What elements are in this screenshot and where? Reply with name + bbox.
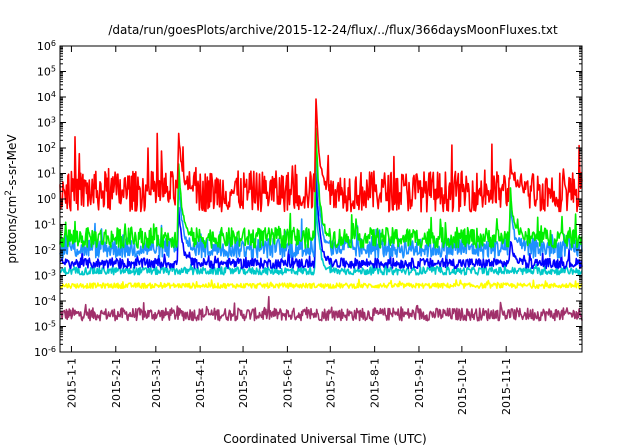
- y-tick-base: 10: [34, 295, 48, 308]
- y-tick-base: 10: [37, 117, 51, 130]
- series-line: [59, 278, 583, 290]
- series-line: [59, 98, 583, 213]
- y-tick-label: 105: [37, 64, 56, 79]
- y-tick-base: 10: [37, 91, 51, 104]
- y-label-superscript: 2: [4, 190, 14, 196]
- y-tick-label: 102: [37, 141, 56, 156]
- y-tick-label: 10-1: [34, 217, 56, 232]
- y-axis-label: protons/cm2-s-sr-MeV: [4, 134, 19, 264]
- x-axis-label: Coordinated Universal Time (UTC): [223, 432, 426, 446]
- x-tick-label: 2015-8-1: [369, 358, 382, 408]
- y-tick-exp: -6: [48, 345, 56, 354]
- plot-frame: [59, 45, 583, 353]
- y-tick-exp: -1: [48, 217, 56, 226]
- y-label-rest: -s-sr-MeV: [5, 134, 19, 190]
- series-line: [59, 172, 583, 270]
- x-tick-label: 2015-1-1: [65, 358, 78, 408]
- x-tick-label: 2015-3-1: [150, 358, 163, 408]
- y-tick-exp: 6: [51, 39, 56, 48]
- y-tick-label: 10-5: [34, 319, 56, 334]
- y-tick-exp: 3: [51, 115, 56, 124]
- series-line: [59, 127, 583, 249]
- y-tick-base: 10: [34, 244, 48, 257]
- x-tick-label: 2015-9-1: [413, 358, 426, 408]
- series-line: [59, 295, 583, 322]
- y-tick-exp: -5: [48, 319, 56, 328]
- y-tick-exp: 0: [51, 192, 56, 201]
- x-tick-label: 2015-11-1: [500, 358, 513, 415]
- y-tick-label: 101: [37, 166, 56, 181]
- y-tick-base: 10: [37, 193, 51, 206]
- y-tick-base: 10: [34, 321, 48, 334]
- x-tick-label: 2015-2-1: [110, 358, 123, 408]
- y-tick-label: 10-2: [34, 243, 56, 258]
- y-tick-exp: 2: [51, 141, 56, 150]
- x-axis: 2015-1-1 2015-2-1 2015-3-1 2015-4-1 2015-5-1…: [65, 46, 513, 415]
- y-tick-label: 104: [37, 90, 56, 105]
- y-tick-base: 10: [37, 142, 51, 155]
- y-tick-exp: -3: [48, 268, 56, 277]
- x-tick-label: 2015-10-1: [456, 358, 469, 415]
- y-tick-exp: 1: [51, 166, 56, 175]
- series-line: [59, 199, 583, 276]
- y-axis: 10-610-510-410-310-210-11001011021031041…: [34, 39, 582, 360]
- x-tick-label: 2015-4-1: [194, 358, 207, 408]
- y-tick-base: 10: [34, 270, 48, 283]
- y-tick-exp: 4: [51, 90, 56, 99]
- chart-title: /data/run/goesPlots/archive/2015-12-24/f…: [108, 23, 558, 37]
- y-label-base: protons/cm: [5, 196, 19, 264]
- x-tick-label: 2015-5-1: [237, 358, 250, 408]
- y-tick-base: 10: [37, 40, 51, 53]
- x-tick-label: 2015-7-1: [324, 358, 337, 408]
- y-tick-base: 10: [34, 346, 48, 359]
- y-tick-exp: 5: [51, 64, 56, 73]
- x-tick-label: 2015-6-1: [281, 358, 294, 408]
- series-line: [59, 137, 583, 259]
- y-tick-label: 103: [37, 115, 56, 130]
- y-tick-label: 106: [37, 39, 56, 54]
- y-tick-base: 10: [37, 66, 51, 79]
- y-tick-label: 100: [37, 192, 56, 207]
- y-tick-base: 10: [34, 219, 48, 232]
- y-tick-base: 10: [37, 168, 51, 181]
- y-tick-label: 10-3: [34, 268, 56, 283]
- y-tick-exp: -2: [48, 243, 56, 252]
- y-tick-label: 10-4: [34, 294, 56, 309]
- series-layer: [59, 98, 583, 322]
- y-tick-exp: -4: [48, 294, 56, 303]
- y-tick-label: 10-6: [34, 345, 56, 360]
